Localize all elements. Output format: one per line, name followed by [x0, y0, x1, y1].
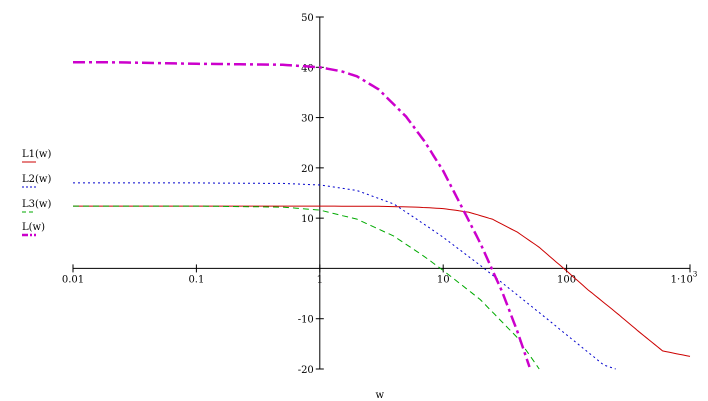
- series-line-1: [73, 205, 691, 357]
- y-tick-label: -10: [298, 315, 314, 326]
- y-tick-label: 20: [301, 164, 314, 175]
- x-axis-label: w: [376, 390, 385, 401]
- y-tick-label: 50: [301, 13, 314, 24]
- series-line-2: [73, 182, 616, 370]
- y-tick-label: 40: [301, 63, 314, 74]
- x-tick-label: 0.01: [62, 274, 84, 285]
- x-tick-label: 1·103: [671, 270, 698, 285]
- legend: L1(w) L2(w) L3(w) L(w): [22, 149, 51, 237]
- legend-label-2: L2(w): [22, 174, 51, 185]
- series-lines: [73, 61, 691, 370]
- y-tick-label: 10: [301, 214, 314, 225]
- ticks: 0.01 0.1 1 10 100 1·103 50 40 30 20 10 -10 -20: [62, 13, 698, 376]
- legend-label-3: L3(w): [22, 199, 51, 210]
- x-tick-label: 1: [317, 274, 323, 285]
- series-line-3: [73, 205, 540, 370]
- legend-label-1: L1(w): [22, 149, 51, 160]
- x-tick-label: 100: [557, 274, 576, 285]
- axes: [73, 17, 690, 369]
- series-line-4: [73, 61, 531, 368]
- x-tick-label: 0.1: [188, 274, 204, 285]
- x-tick-label: 10: [437, 274, 450, 285]
- y-tick-label: -20: [298, 365, 314, 376]
- x-tick-exponent: 3: [693, 270, 697, 278]
- y-tick-label: 30: [301, 114, 314, 125]
- legend-label-4: L(w): [22, 222, 45, 233]
